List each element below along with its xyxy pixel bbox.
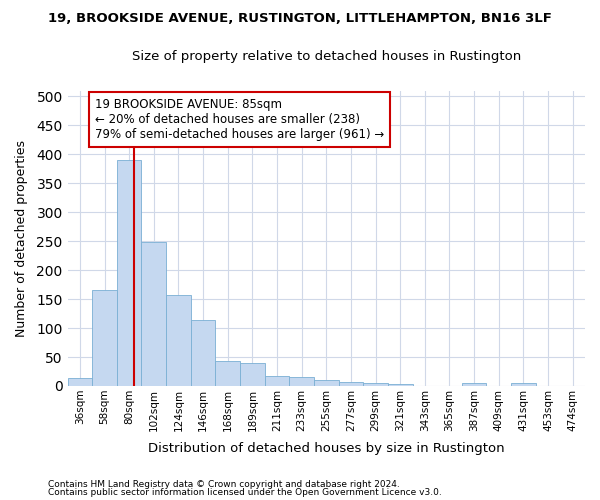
Bar [68,378,92,386]
Bar [240,364,265,386]
Bar [388,384,413,386]
X-axis label: Distribution of detached houses by size in Rustington: Distribution of detached houses by size … [148,442,505,455]
Bar [289,378,314,386]
Bar [511,383,536,386]
Text: 19, BROOKSIDE AVENUE, RUSTINGTON, LITTLEHAMPTON, BN16 3LF: 19, BROOKSIDE AVENUE, RUSTINGTON, LITTLE… [48,12,552,26]
Bar [363,383,388,386]
Bar [338,382,363,386]
Text: Contains public sector information licensed under the Open Government Licence v3: Contains public sector information licen… [48,488,442,497]
Bar [166,295,191,386]
Bar [142,242,166,386]
Bar [117,160,142,386]
Bar [265,376,289,386]
Title: Size of property relative to detached houses in Rustington: Size of property relative to detached ho… [131,50,521,63]
Bar [314,380,338,386]
Text: Contains HM Land Registry data © Crown copyright and database right 2024.: Contains HM Land Registry data © Crown c… [48,480,400,489]
Bar [462,383,487,386]
Y-axis label: Number of detached properties: Number of detached properties [15,140,28,337]
Bar [215,361,240,386]
Bar [92,290,117,386]
Text: 19 BROOKSIDE AVENUE: 85sqm
← 20% of detached houses are smaller (238)
79% of sem: 19 BROOKSIDE AVENUE: 85sqm ← 20% of deta… [95,98,384,141]
Bar [191,320,215,386]
